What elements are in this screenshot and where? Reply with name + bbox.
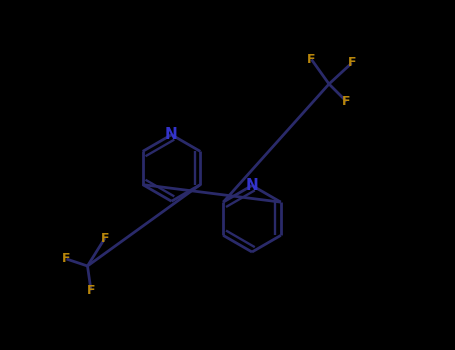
Text: F: F <box>87 284 95 297</box>
Text: N: N <box>246 178 258 193</box>
Text: F: F <box>101 231 109 245</box>
Text: F: F <box>62 252 71 266</box>
Text: N: N <box>165 127 178 142</box>
Text: F: F <box>342 95 351 108</box>
Text: F: F <box>348 56 356 70</box>
Text: F: F <box>307 53 316 66</box>
